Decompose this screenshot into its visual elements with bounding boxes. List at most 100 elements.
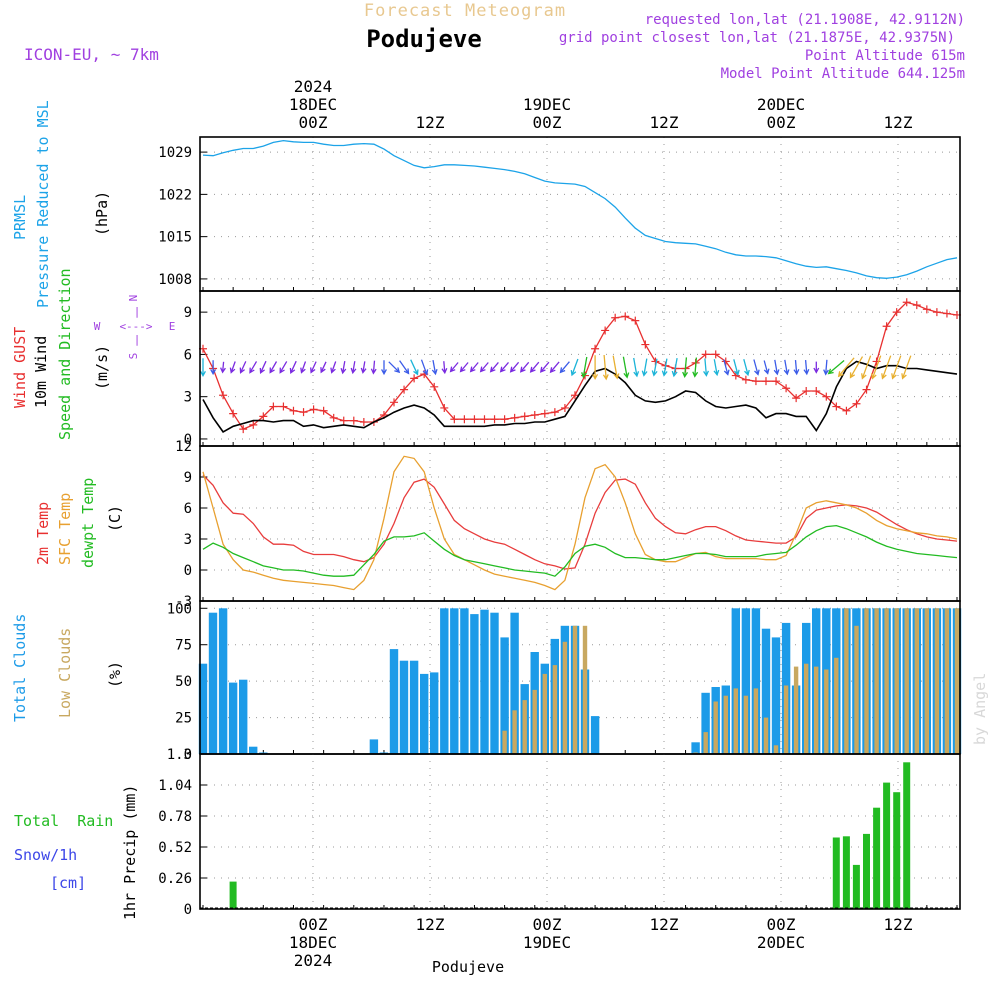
wind-arrow xyxy=(469,362,479,373)
panel-marks xyxy=(202,139,958,279)
wind-arrow xyxy=(381,360,387,376)
total-clouds-bar xyxy=(249,746,258,754)
gust-point xyxy=(289,406,298,415)
total-clouds-label: Total Clouds xyxy=(11,614,29,722)
compass-rose: N | W <---> E | S xyxy=(94,295,176,360)
wind-arrow xyxy=(743,359,750,377)
total-clouds-bar xyxy=(440,608,449,754)
wind-arrow xyxy=(249,361,258,374)
time-label: 12Z xyxy=(650,113,679,132)
header-location: Podujeve xyxy=(366,25,482,53)
wind-arrow xyxy=(269,361,278,374)
wind-arrow xyxy=(489,361,499,373)
total-clouds-bar xyxy=(510,612,519,754)
low-clouds-bar xyxy=(793,666,799,754)
panel-3: -3 0 3 6 9 12 xyxy=(175,439,961,610)
low-clouds-bar xyxy=(783,685,789,754)
total-clouds-bar xyxy=(399,660,409,754)
low-clouds-bar xyxy=(733,688,738,754)
total-clouds-bar xyxy=(731,608,740,754)
gust-point xyxy=(400,385,409,394)
time-label: 18DEC xyxy=(289,933,337,952)
header-model: ICON-EU, ~ 7km xyxy=(24,45,159,64)
wind-arrow xyxy=(837,357,855,378)
total-clouds-bar xyxy=(389,649,399,754)
wind-arrow xyxy=(559,361,570,374)
time-label: 00Z xyxy=(299,915,328,934)
gust-point xyxy=(359,418,368,427)
precip-bar xyxy=(863,833,870,909)
total-clouds-bar xyxy=(208,612,218,754)
total-clouds-bar xyxy=(450,608,459,754)
total-clouds-bar xyxy=(228,682,238,754)
low-clouds-bar xyxy=(713,701,718,754)
gust-point xyxy=(621,312,630,321)
time-label: 00Z xyxy=(767,915,796,934)
total-clouds-bar xyxy=(460,608,469,754)
low-clouds-bar xyxy=(542,673,547,754)
y-tick-label: 50 xyxy=(175,674,192,690)
time-label: 00Z xyxy=(533,915,562,934)
wind-arrow xyxy=(901,355,912,380)
wind-arrow xyxy=(891,355,902,380)
y-tick-label: 0 xyxy=(184,747,192,763)
gust-point xyxy=(570,391,579,400)
wind-unit: (m/s) xyxy=(93,345,111,390)
time-label: 00Z xyxy=(299,113,328,132)
gust-point xyxy=(530,411,539,419)
panel-grid xyxy=(200,137,960,291)
panel-5: 0 0.26 0.52 0.78 1.04 1.3 xyxy=(158,747,961,918)
precip-unit: 1hr Precip (mm) xyxy=(121,785,139,920)
wind-arrow xyxy=(783,359,790,376)
total-clouds-bar xyxy=(500,637,509,754)
gust-point xyxy=(560,403,569,412)
y-tick-label: 6 xyxy=(184,501,192,517)
y-tick-label: 1029 xyxy=(158,145,192,161)
y-tick-label: 25 xyxy=(175,711,192,727)
snow-unit-label: [cm] xyxy=(50,874,86,892)
y-tick-label: 12 xyxy=(175,439,192,455)
gust-point xyxy=(490,415,499,424)
time-label: 19DEC xyxy=(523,933,571,952)
wind-arrow xyxy=(813,361,820,374)
time-label: 12Z xyxy=(650,915,679,934)
wind-arrow xyxy=(509,361,520,373)
wind-arrow xyxy=(459,362,469,373)
gust-point xyxy=(822,392,831,401)
low-clouds-bar xyxy=(763,717,769,754)
gust-point xyxy=(550,408,559,417)
total-clouds-bar xyxy=(369,739,379,754)
time-label: 12Z xyxy=(416,915,445,934)
wind-arrow xyxy=(449,362,459,373)
temp-panel-labels: 2m Temp SFC Temp dewpt Temp (C) xyxy=(34,478,124,568)
gust-point xyxy=(239,425,248,434)
total-rain-label: Total Rain xyxy=(14,812,113,830)
y-axis: 0 3 6 9 xyxy=(184,305,958,448)
wind-arrow xyxy=(388,361,401,374)
wind-arrow xyxy=(581,356,588,379)
wind-arrow xyxy=(210,360,217,376)
gust-point xyxy=(470,415,479,424)
gust-point xyxy=(912,301,921,310)
wind-speed-label: 10m Wind xyxy=(32,336,50,408)
compass-north: N xyxy=(127,295,140,302)
y-tick-label: 6 xyxy=(184,347,192,363)
wind-arrow xyxy=(871,355,882,380)
gust-point xyxy=(430,382,439,391)
gust-point xyxy=(812,387,821,396)
header-requested: requested lon,lat (21.1908E, 42.9112N) xyxy=(645,12,965,28)
gust-point xyxy=(892,308,901,317)
compass-east-west: <---> xyxy=(119,320,152,333)
low-clouds-bar xyxy=(562,641,568,754)
header-point-altitude: Point Altitude 615m xyxy=(805,48,965,64)
gust-point xyxy=(259,412,268,421)
wind-arrow xyxy=(259,360,267,375)
wind-gust-label: Wind GUST xyxy=(11,327,29,408)
low-clouds-bar xyxy=(864,608,869,754)
wind-arrow xyxy=(881,355,892,380)
total-clouds-bar xyxy=(198,663,208,754)
footer-location: Podujeve xyxy=(432,958,504,976)
wind-arrow xyxy=(539,361,550,373)
gust-point xyxy=(792,394,801,403)
